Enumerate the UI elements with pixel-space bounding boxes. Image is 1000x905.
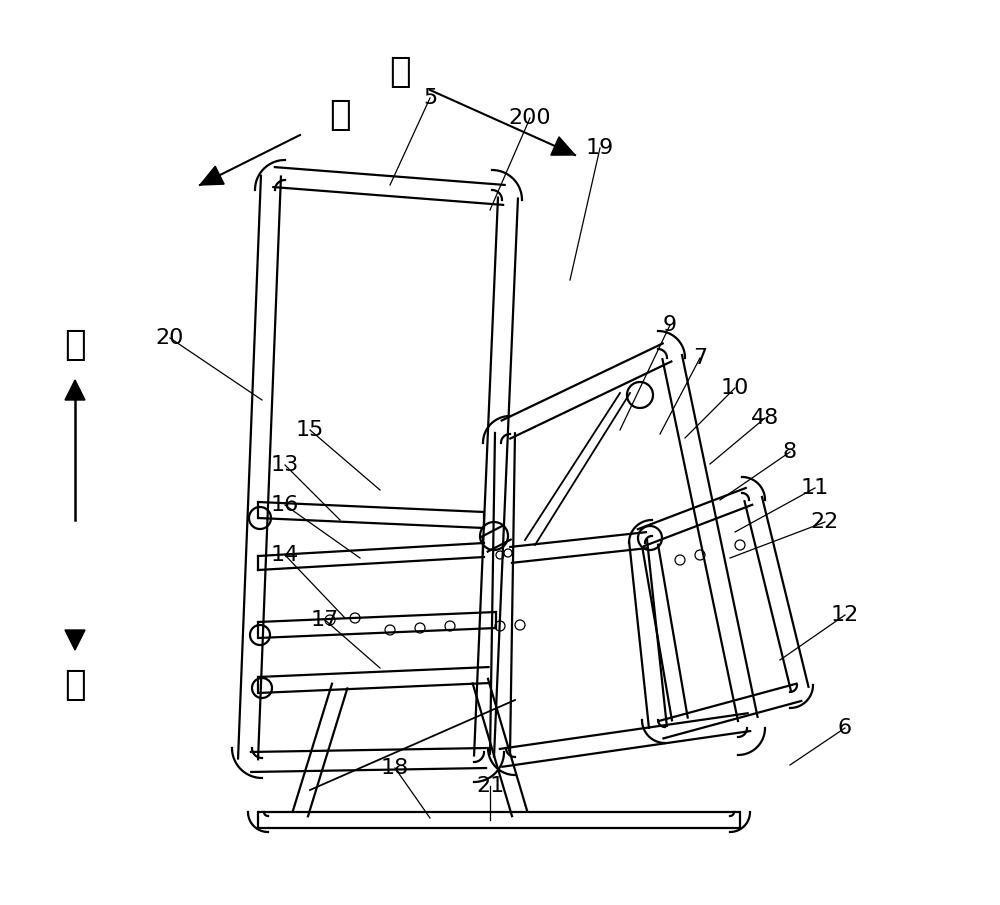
Text: 8: 8 [783,442,797,462]
Text: 18: 18 [381,758,409,778]
Text: 200: 200 [509,108,551,128]
Polygon shape [551,137,575,155]
Polygon shape [65,630,85,650]
Text: 15: 15 [296,420,324,440]
Text: 19: 19 [586,138,614,158]
Text: 17: 17 [311,610,339,630]
Text: 9: 9 [663,315,677,335]
Text: 右: 右 [329,98,351,132]
Text: 13: 13 [271,455,299,475]
Polygon shape [65,380,85,400]
Text: 11: 11 [801,478,829,498]
Text: 48: 48 [751,408,779,428]
Text: 20: 20 [156,328,184,348]
Text: 12: 12 [831,605,859,625]
Text: 10: 10 [721,378,749,398]
Polygon shape [200,167,224,185]
Text: 6: 6 [838,718,852,738]
Text: 21: 21 [476,776,504,796]
Text: 左: 左 [389,55,411,89]
Text: 5: 5 [423,88,437,108]
Text: 22: 22 [811,512,839,532]
Text: 7: 7 [693,348,707,368]
Text: 上: 上 [64,328,86,362]
Text: 16: 16 [271,495,299,515]
Text: 14: 14 [271,545,299,565]
Text: 下: 下 [64,668,86,702]
